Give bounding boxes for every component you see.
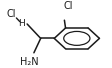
Text: H₂N: H₂N bbox=[20, 57, 38, 67]
Text: Cl: Cl bbox=[6, 9, 16, 19]
Text: H: H bbox=[18, 19, 25, 28]
Text: Cl: Cl bbox=[62, 1, 72, 11]
